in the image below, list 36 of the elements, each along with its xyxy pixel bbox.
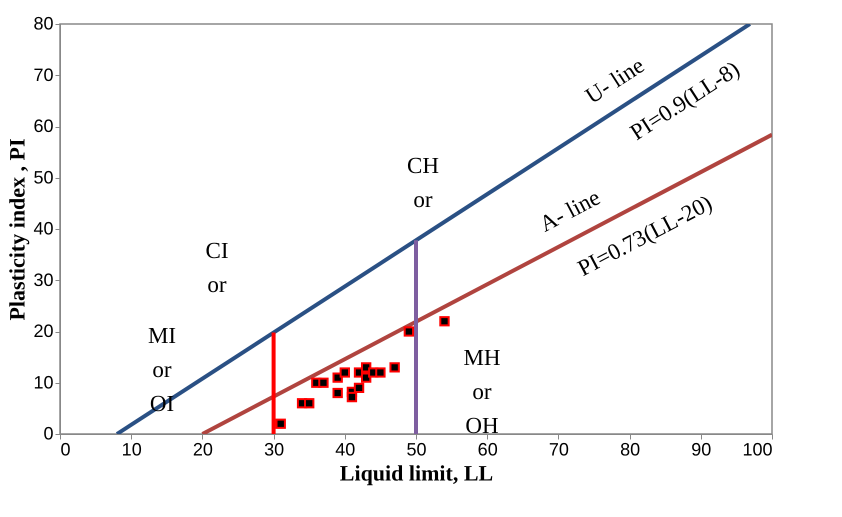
y-tick-label: 40 (33, 218, 54, 238)
y-tick-label: 70 (33, 64, 54, 85)
x-tick-label: 100 (742, 440, 772, 460)
x-tick-label: 10 (122, 440, 142, 460)
y-tick-label: 0 (43, 424, 54, 444)
point (439, 316, 450, 326)
y-tick-label: 30 (33, 270, 54, 290)
point (354, 382, 364, 394)
x-tick-label: 50 (406, 440, 427, 460)
x-tick-label: 80 (620, 440, 640, 460)
point (318, 378, 329, 388)
y-tick-label: 20 (33, 321, 54, 341)
y-axis-title: Plasticity index , PI (4, 138, 30, 321)
x-axis-title: Liquid limit, LL (340, 460, 494, 486)
x-tick-label: 0 (60, 440, 71, 460)
point (340, 367, 350, 378)
point (375, 367, 386, 378)
y-tick-label: 60 (33, 116, 54, 136)
annotation: MH or OH (463, 345, 501, 438)
x-tick-label: 60 (478, 440, 498, 460)
y-tick-label: 80 (33, 14, 54, 34)
point (276, 418, 286, 429)
point (346, 392, 358, 402)
point (404, 326, 414, 337)
x-tick-label: 30 (264, 440, 284, 460)
point (389, 362, 400, 373)
point (332, 388, 343, 398)
x-tick-label: 90 (691, 440, 712, 460)
y-tick-label: 10 (33, 372, 54, 392)
annotation: CH or (407, 153, 439, 212)
x-tick-label: 20 (192, 440, 213, 460)
point (304, 398, 314, 408)
x-tick-label: 70 (548, 440, 569, 460)
x-tick-label: 40 (335, 440, 356, 460)
annotation: CI or (206, 238, 228, 297)
y-tick-label: 50 (33, 167, 54, 188)
